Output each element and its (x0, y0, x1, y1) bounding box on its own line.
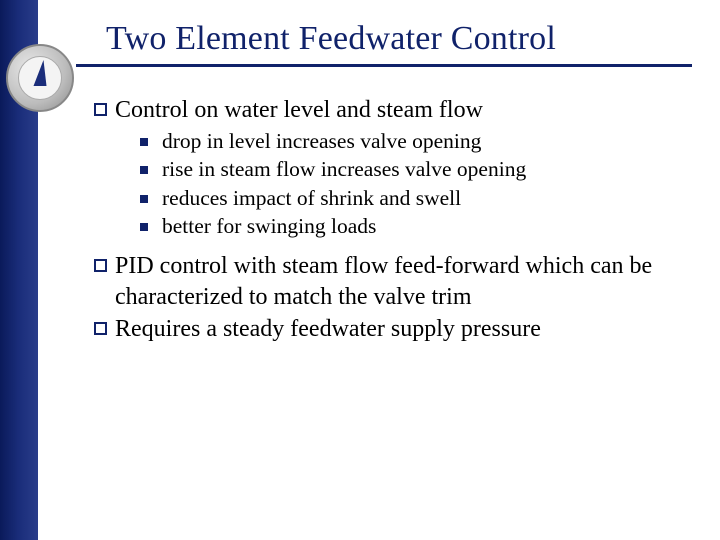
square-fill-bullet-icon (140, 195, 148, 203)
square-fill-bullet-icon (140, 223, 148, 231)
square-outline-bullet-icon (94, 322, 107, 335)
square-fill-bullet-icon (140, 166, 148, 174)
sub-bullet-item: reduces impact of shrink and swell (140, 185, 692, 213)
brand-logo (6, 44, 74, 112)
slide-content: Two Element Feedwater Control Control on… (38, 0, 720, 540)
sub-bullet-list: drop in level increases valve opening ri… (140, 128, 692, 241)
sub-bullet-item: better for swinging loads (140, 213, 692, 241)
sub-bullet-text: reduces impact of shrink and swell (162, 185, 692, 213)
title-underline (76, 64, 692, 67)
square-outline-bullet-icon (94, 259, 107, 272)
bullet-item: Control on water level and steam flow (94, 95, 692, 126)
bullet-text: Requires a steady feedwater supply press… (115, 314, 692, 345)
bullet-list: Control on water level and steam flow dr… (94, 95, 692, 345)
sub-bullet-item: rise in steam flow increases valve openi… (140, 156, 692, 184)
square-outline-bullet-icon (94, 103, 107, 116)
sub-bullet-item: drop in level increases valve opening (140, 128, 692, 156)
sub-bullet-text: rise in steam flow increases valve openi… (162, 156, 692, 184)
sub-bullet-text: drop in level increases valve opening (162, 128, 692, 156)
bullet-text: PID control with steam flow feed-forward… (115, 251, 692, 312)
bullet-item: Requires a steady feedwater supply press… (94, 314, 692, 345)
sub-bullet-text: better for swinging loads (162, 213, 692, 241)
bullet-item: PID control with steam flow feed-forward… (94, 251, 692, 312)
slide-title: Two Element Feedwater Control (106, 20, 692, 58)
brand-logo-inner (18, 56, 62, 100)
square-fill-bullet-icon (140, 138, 148, 146)
bullet-text: Control on water level and steam flow (115, 95, 692, 126)
sailboat-icon (34, 60, 47, 86)
